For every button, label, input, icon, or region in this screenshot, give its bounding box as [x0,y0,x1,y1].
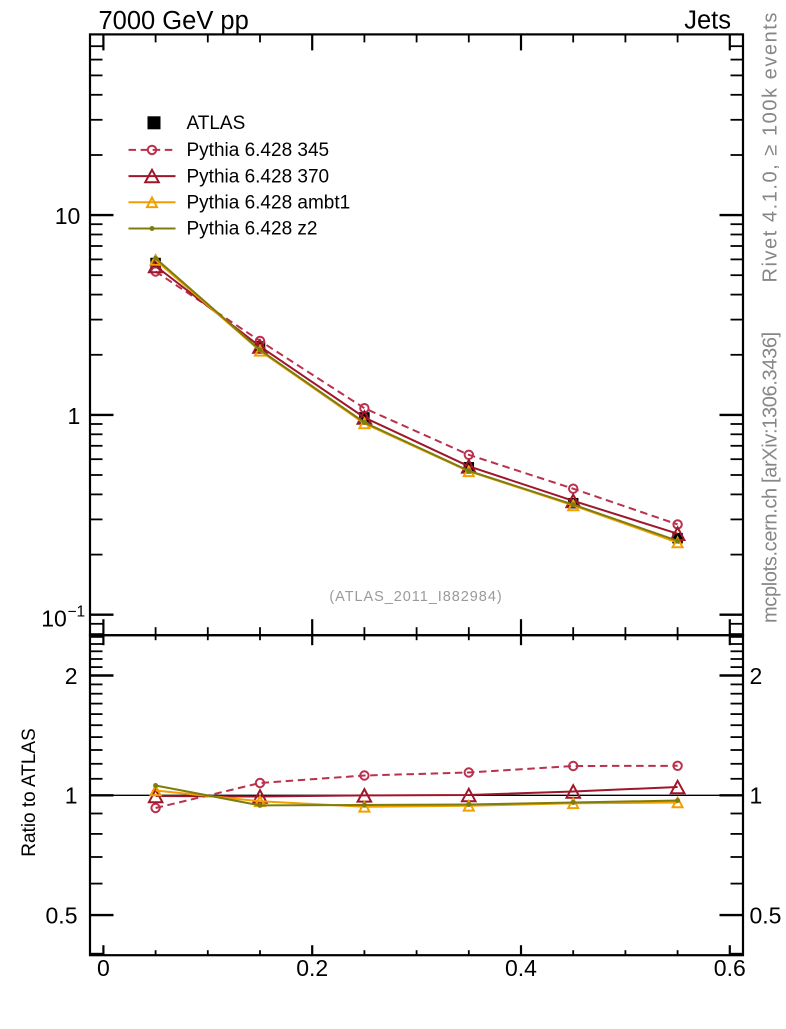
svg-text:1: 1 [750,783,763,809]
svg-text:Pythia 6.428 370: Pythia 6.428 370 [187,166,330,187]
svg-text:7000 GeV pp: 7000 GeV pp [99,7,249,35]
svg-text:0.2: 0.2 [296,955,328,981]
svg-text:Ratio to ATLAS: Ratio to ATLAS [19,728,40,857]
svg-text:2: 2 [750,663,763,689]
svg-text:(ATLAS_2011_I882984): (ATLAS_2011_I882984) [329,589,502,605]
svg-text:Rivet 4.1.0, ≥ 100k events: Rivet 4.1.0, ≥ 100k events [760,11,782,282]
svg-text:1: 1 [68,403,81,429]
svg-text:0.4: 0.4 [505,955,537,981]
svg-text:10: 10 [55,203,81,229]
svg-text:mcplots.cern.ch [arXiv:1306.34: mcplots.cern.ch [arXiv:1306.3436] [760,332,782,623]
svg-text:Pythia 6.428 ambt1: Pythia 6.428 ambt1 [187,193,351,214]
svg-text:0.5: 0.5 [750,902,782,928]
svg-text:2: 2 [65,663,78,689]
svg-text:0.6: 0.6 [714,955,746,981]
svg-text:−1: −1 [68,604,86,621]
svg-text:Pythia 6.428 345: Pythia 6.428 345 [187,140,330,161]
svg-text:1: 1 [65,783,78,809]
svg-text:0.5: 0.5 [46,902,78,928]
svg-text:ATLAS: ATLAS [187,113,246,134]
svg-text:Jets: Jets [684,7,731,35]
svg-text:0: 0 [97,955,110,981]
svg-text:Pythia 6.428 z2: Pythia 6.428 z2 [187,219,318,240]
svg-text:10: 10 [41,606,67,632]
